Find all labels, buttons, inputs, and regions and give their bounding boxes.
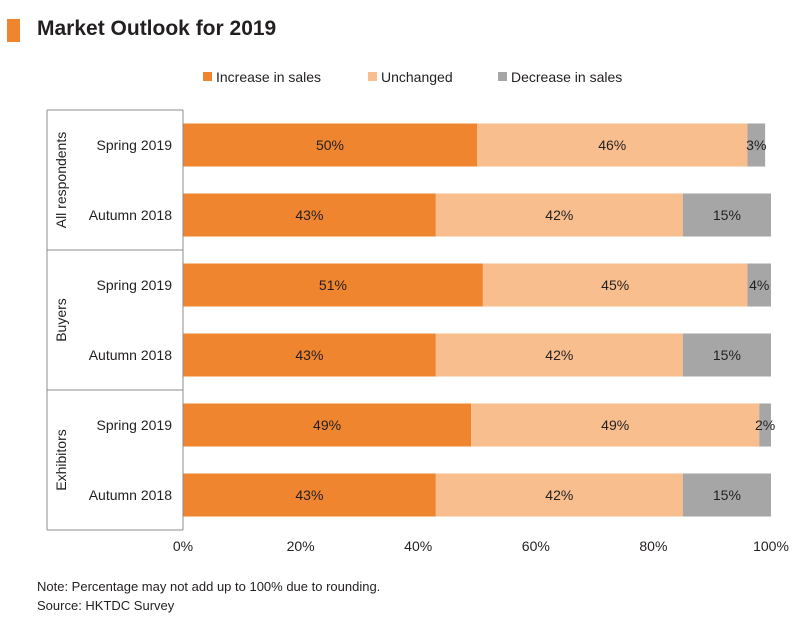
chart-source: Source: HKTDC Survey (37, 598, 175, 613)
data-label: 3% (746, 137, 766, 153)
data-label: 46% (598, 137, 626, 153)
group-label: Buyers (53, 298, 69, 342)
bar-segment (682, 473, 771, 517)
data-label: 15% (713, 487, 741, 503)
data-label: 43% (295, 487, 323, 503)
category-label: Autumn 2018 (89, 487, 172, 503)
bar-segment (471, 403, 760, 447)
data-label: 50% (316, 137, 344, 153)
category-label: Autumn 2018 (89, 207, 172, 223)
data-label: 42% (545, 207, 573, 223)
bar-segment (682, 333, 771, 377)
data-label: 4% (749, 277, 769, 293)
legend-label-1: Increase in sales (216, 69, 321, 85)
data-label: 15% (713, 207, 741, 223)
data-label: 42% (545, 487, 573, 503)
data-label: 45% (601, 277, 629, 293)
data-label: 15% (713, 347, 741, 363)
category-label: Autumn 2018 (89, 347, 172, 363)
bar-segment (482, 263, 748, 307)
title-accent-mark (7, 19, 20, 42)
category-label: Spring 2019 (96, 417, 172, 433)
data-label: 49% (313, 417, 341, 433)
bar-segment (183, 403, 472, 447)
legend-swatch-1 (203, 72, 212, 81)
legend-swatch-3 (498, 72, 507, 81)
group-label: All respondents (53, 132, 69, 229)
bar-segment (477, 123, 748, 167)
x-tick-label: 40% (404, 538, 432, 554)
x-tick-label: 20% (287, 538, 315, 554)
bar-segment (183, 123, 477, 167)
category-label: Spring 2019 (96, 277, 172, 293)
data-label: 42% (545, 347, 573, 363)
bar-segment (183, 193, 436, 237)
bar-segment (435, 333, 683, 377)
data-label: 43% (295, 347, 323, 363)
legend-swatch-2 (368, 72, 377, 81)
data-label: 43% (295, 207, 323, 223)
x-tick-label: 100% (753, 538, 789, 554)
bar-segment (183, 333, 436, 377)
x-tick-label: 0% (173, 538, 193, 554)
x-tick-label: 60% (522, 538, 550, 554)
bar-segment (759, 403, 771, 447)
bar-segment (747, 123, 766, 167)
category-label: Spring 2019 (96, 137, 172, 153)
chart-title: Market Outlook for 2019 (37, 17, 277, 40)
title-bar: Market Outlook for 2019 (0, 14, 800, 46)
data-label: 2% (755, 417, 775, 433)
bar-segment (747, 263, 771, 307)
bar-segment (183, 263, 483, 307)
bar-segment (682, 193, 771, 237)
bar-segment (435, 193, 683, 237)
data-label: 51% (319, 277, 347, 293)
x-tick-label: 80% (639, 538, 667, 554)
chart-note: Note: Percentage may not add up to 100% … (37, 579, 381, 594)
bar-segment (183, 473, 436, 517)
data-label: 49% (601, 417, 629, 433)
legend-label-3: Decrease in sales (511, 69, 622, 85)
legend-label-2: Unchanged (381, 69, 453, 85)
group-label: Exhibitors (53, 429, 69, 490)
bar-segment (435, 473, 683, 517)
